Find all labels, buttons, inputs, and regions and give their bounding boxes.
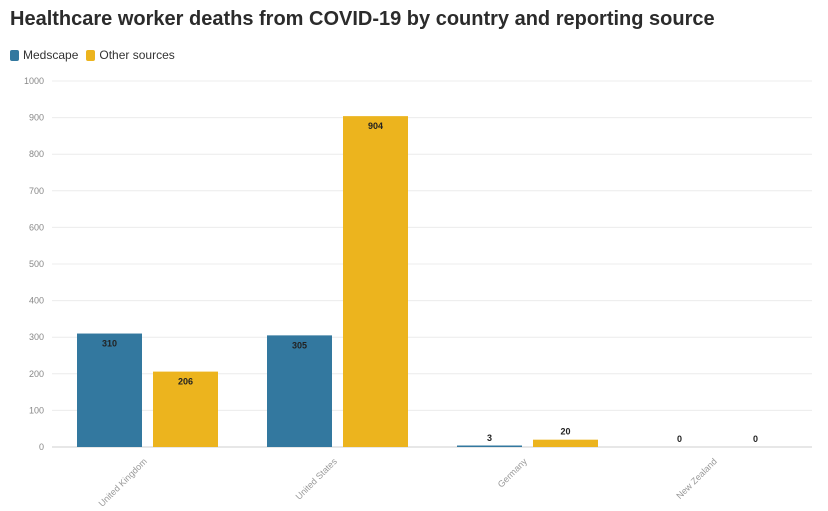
y-tick-label: 500 — [29, 259, 44, 269]
x-tick-label: Germany — [496, 456, 530, 490]
data-label: 904 — [368, 121, 383, 131]
data-label: 20 — [560, 427, 570, 437]
legend: Medscape Other sources — [10, 48, 183, 62]
legend-swatch-other-sources — [86, 49, 96, 61]
bar-medscape[interactable] — [77, 333, 142, 447]
x-tick-label: New Zealand — [674, 456, 719, 501]
data-label: 3 — [487, 433, 492, 443]
y-tick-label: 1000 — [24, 76, 44, 86]
data-label: 0 — [753, 434, 758, 444]
x-tick-label: United States — [294, 456, 340, 502]
chart-title: Healthcare worker deaths from COVID-19 b… — [10, 8, 715, 30]
data-label: 0 — [677, 434, 682, 444]
data-label: 206 — [178, 377, 193, 387]
y-tick-label: 900 — [29, 113, 44, 123]
bar-medscape[interactable] — [267, 335, 332, 447]
legend-label-medscape: Medscape — [23, 48, 79, 62]
bar-other-sources[interactable] — [343, 116, 408, 448]
bar-medscape[interactable] — [457, 445, 522, 448]
y-tick-label: 100 — [29, 405, 44, 415]
y-tick-label: 0 — [39, 442, 44, 452]
legend-label-other-sources: Other sources — [99, 48, 175, 62]
data-label: 305 — [292, 340, 307, 350]
bar-other-sources[interactable] — [533, 439, 598, 447]
y-tick-label: 300 — [29, 332, 44, 342]
x-tick-label: United Kingdom — [97, 456, 149, 508]
y-tick-label: 700 — [29, 186, 44, 196]
y-tick-label: 600 — [29, 222, 44, 232]
y-tick-label: 200 — [29, 369, 44, 379]
bar-other-sources[interactable] — [153, 371, 218, 447]
y-tick-label: 400 — [29, 296, 44, 306]
legend-swatch-medscape — [10, 49, 19, 61]
y-tick-label: 800 — [29, 149, 44, 159]
legend-item-other-sources[interactable]: Other sources — [86, 48, 175, 62]
data-label: 310 — [102, 339, 117, 349]
legend-item-medscape[interactable]: Medscape — [10, 48, 78, 62]
